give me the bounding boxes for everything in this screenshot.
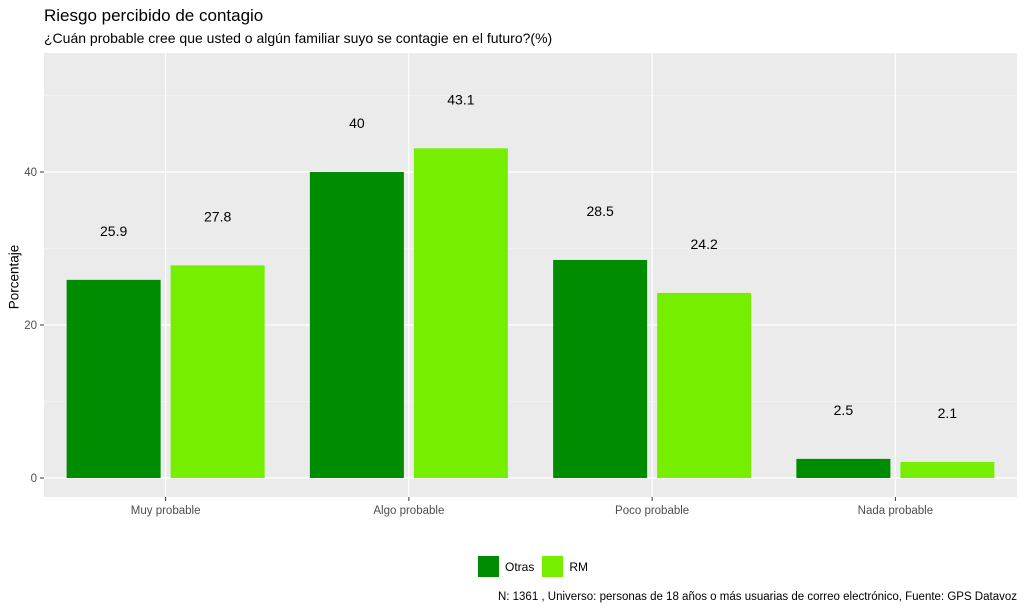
chart-caption: N: 1361 , Universo: personas de 18 años … xyxy=(497,591,1017,603)
bar-otras xyxy=(309,172,404,478)
legend-item-rm: RM xyxy=(542,556,588,577)
bar-chart: 0 20 40 Muy probable 25.9 27.8 Algo probable 40… xyxy=(24,53,1017,517)
x-tick-label: Algo probable xyxy=(373,505,444,517)
x-tick-label: Muy probable xyxy=(131,505,201,517)
legend-swatch-rm xyxy=(542,556,564,577)
x-tick-label: Nada probable xyxy=(858,505,933,517)
legend-item-otras: Otras xyxy=(478,556,534,577)
legend: Otras RM xyxy=(478,556,596,577)
chart-title: Riesgo percibido de contagio xyxy=(44,6,264,25)
bar-otras xyxy=(66,279,161,478)
legend-swatch-otras xyxy=(478,556,499,577)
legend-label-otras: Otras xyxy=(505,559,535,574)
bar-otras xyxy=(796,458,891,478)
bar-rm xyxy=(900,461,995,478)
data-label: 2.1 xyxy=(938,405,958,421)
bar-otras xyxy=(553,259,648,478)
data-label: 40 xyxy=(349,115,365,131)
data-label: 24.2 xyxy=(691,236,718,252)
data-label: 27.8 xyxy=(204,208,231,224)
data-label: 2.5 xyxy=(834,402,854,418)
y-tick-label: 20 xyxy=(24,320,37,332)
y-tick-label: 40 xyxy=(24,167,37,179)
data-label: 28.5 xyxy=(587,203,614,219)
chart-subtitle: ¿Cuán probable cree que usted o algún fa… xyxy=(44,30,553,46)
legend-label-rm: RM xyxy=(569,559,589,574)
y-tick-label: 0 xyxy=(31,473,37,485)
bar-rm xyxy=(170,265,265,478)
data-label: 25.9 xyxy=(100,223,127,239)
data-label: 43.1 xyxy=(447,91,474,107)
x-tick-label: Poco probable xyxy=(615,505,689,517)
bar-rm xyxy=(413,148,508,478)
bar-rm xyxy=(657,292,752,478)
